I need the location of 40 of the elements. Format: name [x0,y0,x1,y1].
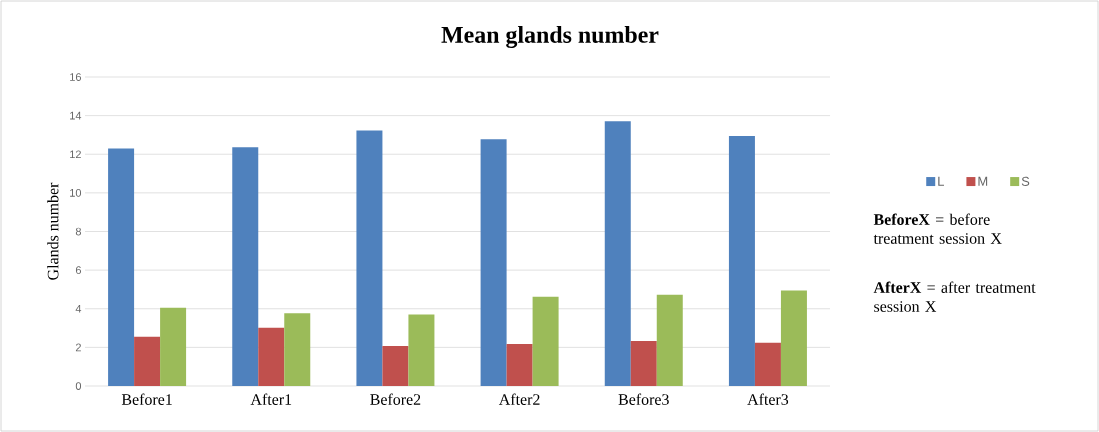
y-tick-label: 16 [70,73,81,81]
legend-label: M [978,176,988,186]
bar [754,342,781,386]
bar [356,130,383,386]
y-tick-label: 0 [75,382,82,390]
y-tick-label: 4 [75,304,82,313]
y-tick-label: 2 [75,343,81,352]
x-tick-label: Before3 [618,393,669,405]
bar [160,307,187,386]
chart-title: Mean glands number [441,26,659,48]
bar [728,135,755,386]
x-tick-label: After2 [498,393,540,405]
bar [284,313,311,386]
bar [108,148,135,386]
bar [656,294,683,386]
bar [604,121,631,386]
y-tick-label: 12 [70,150,81,159]
legend-label: S [1021,176,1030,186]
y-axis-title: Glands number [47,182,59,280]
bar [630,341,657,386]
bar [382,346,409,386]
bar [780,290,807,386]
x-tick-label: After1 [250,393,292,405]
y-tick-label: 14 [70,111,82,120]
y-tick-label: 6 [75,266,81,275]
x-tick-label: Before1 [121,393,172,405]
bar [506,343,533,386]
text: BeforeX = before treatment session X [873,213,1002,244]
bar [258,327,285,386]
legend-label: L [938,176,944,186]
y-tick-label: 10 [70,189,82,197]
text: AfterX = after treatment session X [873,281,1036,312]
bar [408,314,435,386]
bar [532,296,559,386]
bar [480,139,507,386]
x-tick-label: After3 [747,393,789,405]
x-tick-label: Before2 [370,393,421,405]
bar [232,147,259,386]
y-tick-label: 8 [75,227,81,236]
bar [134,336,161,386]
